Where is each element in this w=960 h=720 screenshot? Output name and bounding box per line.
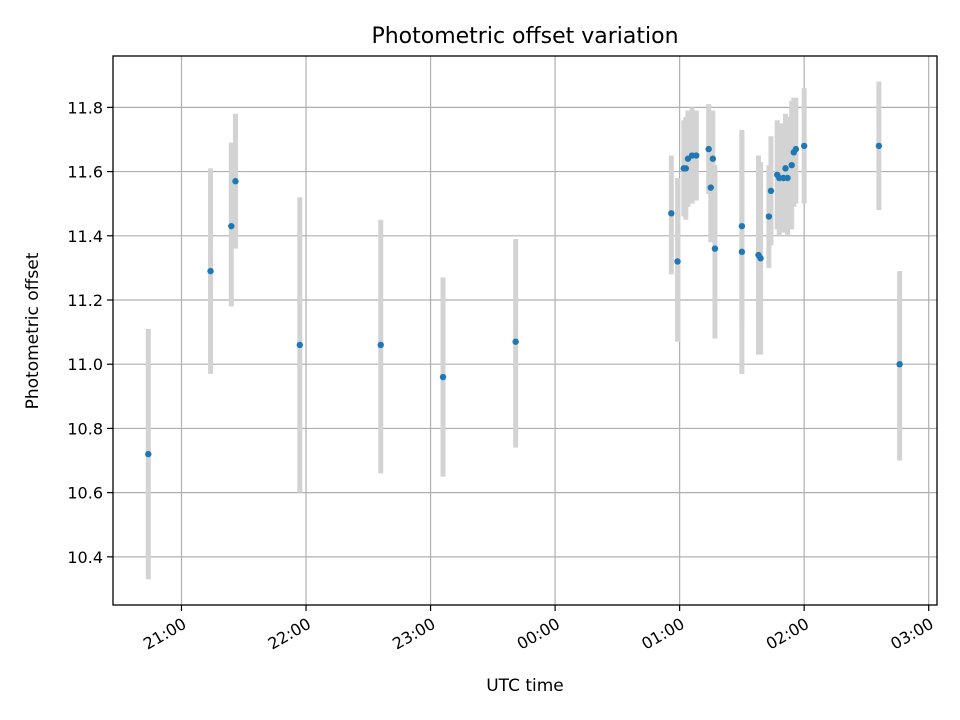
data-point — [792, 145, 800, 153]
data-point — [707, 184, 714, 191]
data-point — [145, 450, 152, 458]
data-point — [767, 187, 775, 195]
y-tick-label: 10.8 — [67, 419, 103, 438]
data-point — [377, 341, 384, 349]
data-point — [296, 341, 304, 349]
data-point — [782, 165, 789, 172]
y-axis-label: Photometric offset — [23, 252, 43, 409]
chart-title: Photometric offset variation — [371, 24, 678, 49]
data-point — [875, 142, 883, 150]
y-tick-label: 10.6 — [67, 484, 103, 503]
x-axis-label: UTC time — [486, 676, 564, 696]
data-point — [512, 338, 519, 345]
data-point — [784, 174, 791, 182]
y-tick-label: 11.0 — [67, 355, 103, 374]
data-point — [682, 165, 690, 172]
plot-area-frame — [112, 55, 938, 606]
data-point — [800, 142, 808, 150]
y-tick-label: 11.2 — [67, 291, 103, 310]
y-tick-label: 11.8 — [67, 98, 103, 117]
data-point — [738, 248, 746, 256]
y-tick-label: 11.6 — [67, 163, 103, 182]
data-point — [439, 373, 447, 381]
data-point — [693, 152, 700, 159]
data-point — [705, 145, 712, 153]
data-point — [738, 222, 746, 230]
data-point — [709, 155, 717, 162]
data-point — [788, 161, 795, 169]
data-point — [232, 178, 239, 185]
data-point — [765, 213, 773, 220]
data-point — [757, 255, 764, 262]
y-tick-label: 10.4 — [67, 548, 103, 567]
data-point — [668, 210, 675, 217]
y-tick-label: 11.4 — [67, 227, 103, 246]
data-point — [207, 267, 214, 275]
data-point — [228, 222, 235, 230]
data-point — [674, 258, 681, 265]
data-points — [145, 142, 903, 458]
data-point — [711, 245, 719, 252]
data-point — [896, 361, 903, 368]
